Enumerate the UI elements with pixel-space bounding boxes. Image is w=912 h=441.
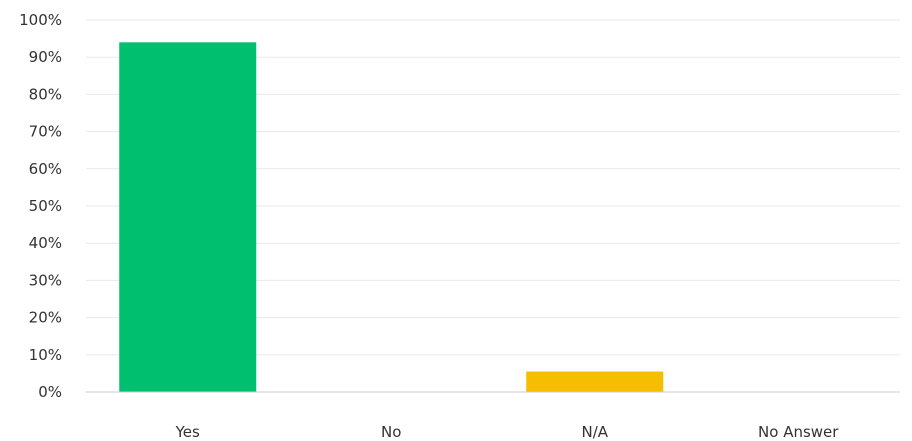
x-tick-label: No Answer [758,423,839,441]
y-tick-label: 90% [29,48,62,66]
y-tick-label: 50% [29,197,62,215]
y-tick-label: 0% [38,383,62,401]
y-tick-label: 10% [29,346,62,364]
x-tick-label: N/A [581,423,608,441]
y-tick-label: 80% [29,85,62,103]
x-tick-label: No [381,423,401,441]
y-tick-label: 70% [29,123,62,141]
x-tick-label: Yes [175,423,200,441]
bars [119,42,664,392]
y-axis-tick-labels: 0% 10% 20% 30% 40% 50% 60% 70% 80% 90% 100% [19,11,62,401]
y-tick-label: 40% [29,234,62,252]
y-tick-label: 100% [19,11,62,29]
x-axis-tick-labels: Yes No N/A No Answer [175,423,840,441]
y-tick-label: 30% [29,271,62,289]
y-tick-label: 20% [29,309,62,327]
y-tick-label: 60% [29,160,62,178]
bar-yes [119,42,257,392]
bar-n-a [526,371,664,392]
